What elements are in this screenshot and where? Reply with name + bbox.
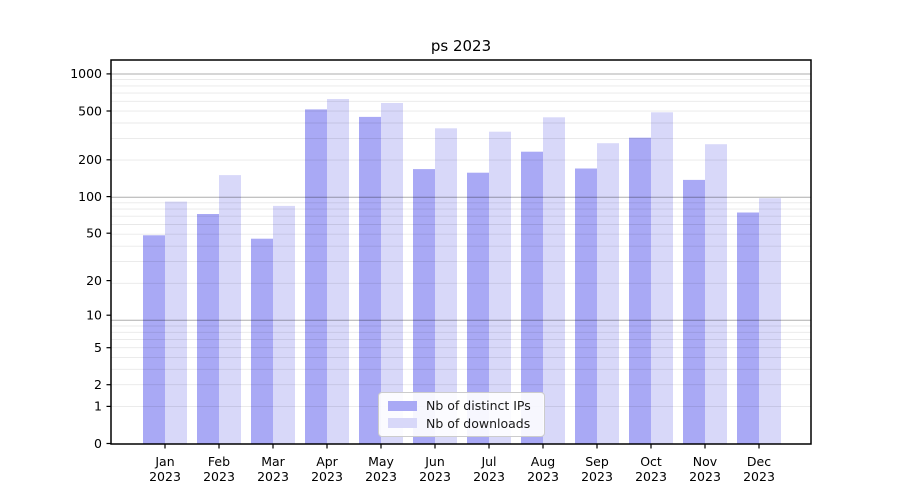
- x-tick-label-month: Jul: [480, 454, 496, 469]
- legend: Nb of distinct IPs Nb of downloads: [378, 392, 545, 437]
- y-tick-label: 200: [78, 152, 102, 167]
- bar-distinct-ips-may: [359, 116, 381, 445]
- plot-border: [110, 59, 812, 445]
- x-tick-label-year: 2023: [365, 469, 397, 484]
- x-tick-label-month: Apr: [316, 454, 338, 469]
- y-tick-label: 2: [94, 377, 102, 392]
- y-tick-label: 20: [86, 273, 102, 288]
- x-tick-label-month: Jan: [154, 454, 174, 469]
- bar-distinct-ips-sep: [575, 168, 597, 444]
- x-tick-label-year: 2023: [743, 469, 775, 484]
- x-tick-label-year: 2023: [257, 469, 289, 484]
- y-tick-label: 0: [94, 436, 102, 451]
- bar-downloads-nov: [705, 144, 727, 444]
- x-tick-label-year: 2023: [527, 469, 559, 484]
- x-tick-label-year: 2023: [581, 469, 613, 484]
- bar-downloads-may: [381, 103, 403, 444]
- x-tick-label-month: Oct: [640, 454, 662, 469]
- x-tick-label-month: Nov: [693, 454, 718, 469]
- y-tick-label: 5: [94, 340, 102, 355]
- y-tick-label: 1: [94, 399, 102, 414]
- x-tick-label-year: 2023: [203, 469, 235, 484]
- bar-distinct-ips-apr: [305, 109, 327, 445]
- x-tick-label-month: May: [368, 454, 394, 469]
- legend-item-downloads: Nb of downloads: [388, 416, 535, 431]
- legend-item-distinct-ips: Nb of distinct IPs: [388, 398, 535, 413]
- bar-downloads-apr: [327, 99, 349, 444]
- bar-distinct-ips-mar: [251, 238, 273, 444]
- bar-distinct-ips-oct: [629, 137, 651, 444]
- bar-distinct-ips-jan: [143, 235, 165, 444]
- x-tick-label-month: Mar: [261, 454, 285, 469]
- y-tick-label: 100: [78, 189, 102, 204]
- y-tick-label: 1000: [70, 66, 102, 81]
- bar-downloads-sep: [597, 143, 619, 444]
- bar-downloads-feb: [219, 175, 241, 444]
- bar-downloads-jan: [165, 201, 187, 444]
- x-tick-label-month: Feb: [208, 454, 230, 469]
- x-tick-label-year: 2023: [635, 469, 667, 484]
- bar-distinct-ips-feb: [197, 214, 219, 444]
- x-tick-label-month: Aug: [531, 454, 555, 469]
- distinct-ips-swatch-icon: [388, 400, 417, 411]
- bar-downloads-jun: [435, 128, 457, 445]
- bar-distinct-ips-jul: [467, 172, 489, 444]
- bar-downloads-aug: [543, 117, 565, 445]
- x-tick-label-year: 2023: [689, 469, 721, 484]
- bar-distinct-ips-dec: [737, 212, 759, 444]
- bar-distinct-ips-jun: [413, 169, 435, 444]
- x-tick-label-year: 2023: [311, 469, 343, 484]
- x-tick-label-year: 2023: [149, 469, 181, 484]
- bar-downloads-jul: [489, 131, 511, 444]
- bar-downloads-dec: [759, 198, 781, 444]
- bar-distinct-ips-nov: [683, 179, 705, 444]
- bar-distinct-ips-aug: [521, 151, 543, 444]
- legend-label-downloads: Nb of downloads: [426, 415, 531, 431]
- x-tick-label-year: 2023: [419, 469, 451, 484]
- bar-downloads-mar: [273, 205, 295, 444]
- x-tick-label-year: 2023: [473, 469, 505, 484]
- x-tick-label-month: Jun: [424, 454, 445, 469]
- y-tick-label: 50: [86, 226, 102, 241]
- chart-title: ps 2023: [430, 37, 492, 55]
- downloads-swatch-icon: [388, 418, 417, 429]
- bar-downloads-oct: [651, 112, 673, 445]
- x-tick-label-month: Dec: [747, 454, 771, 469]
- y-tick-label: 10: [86, 308, 102, 323]
- x-tick-label-month: Sep: [585, 454, 609, 469]
- legend-label-distinct-ips: Nb of distinct IPs: [426, 398, 531, 414]
- y-tick-label: 500: [78, 103, 102, 118]
